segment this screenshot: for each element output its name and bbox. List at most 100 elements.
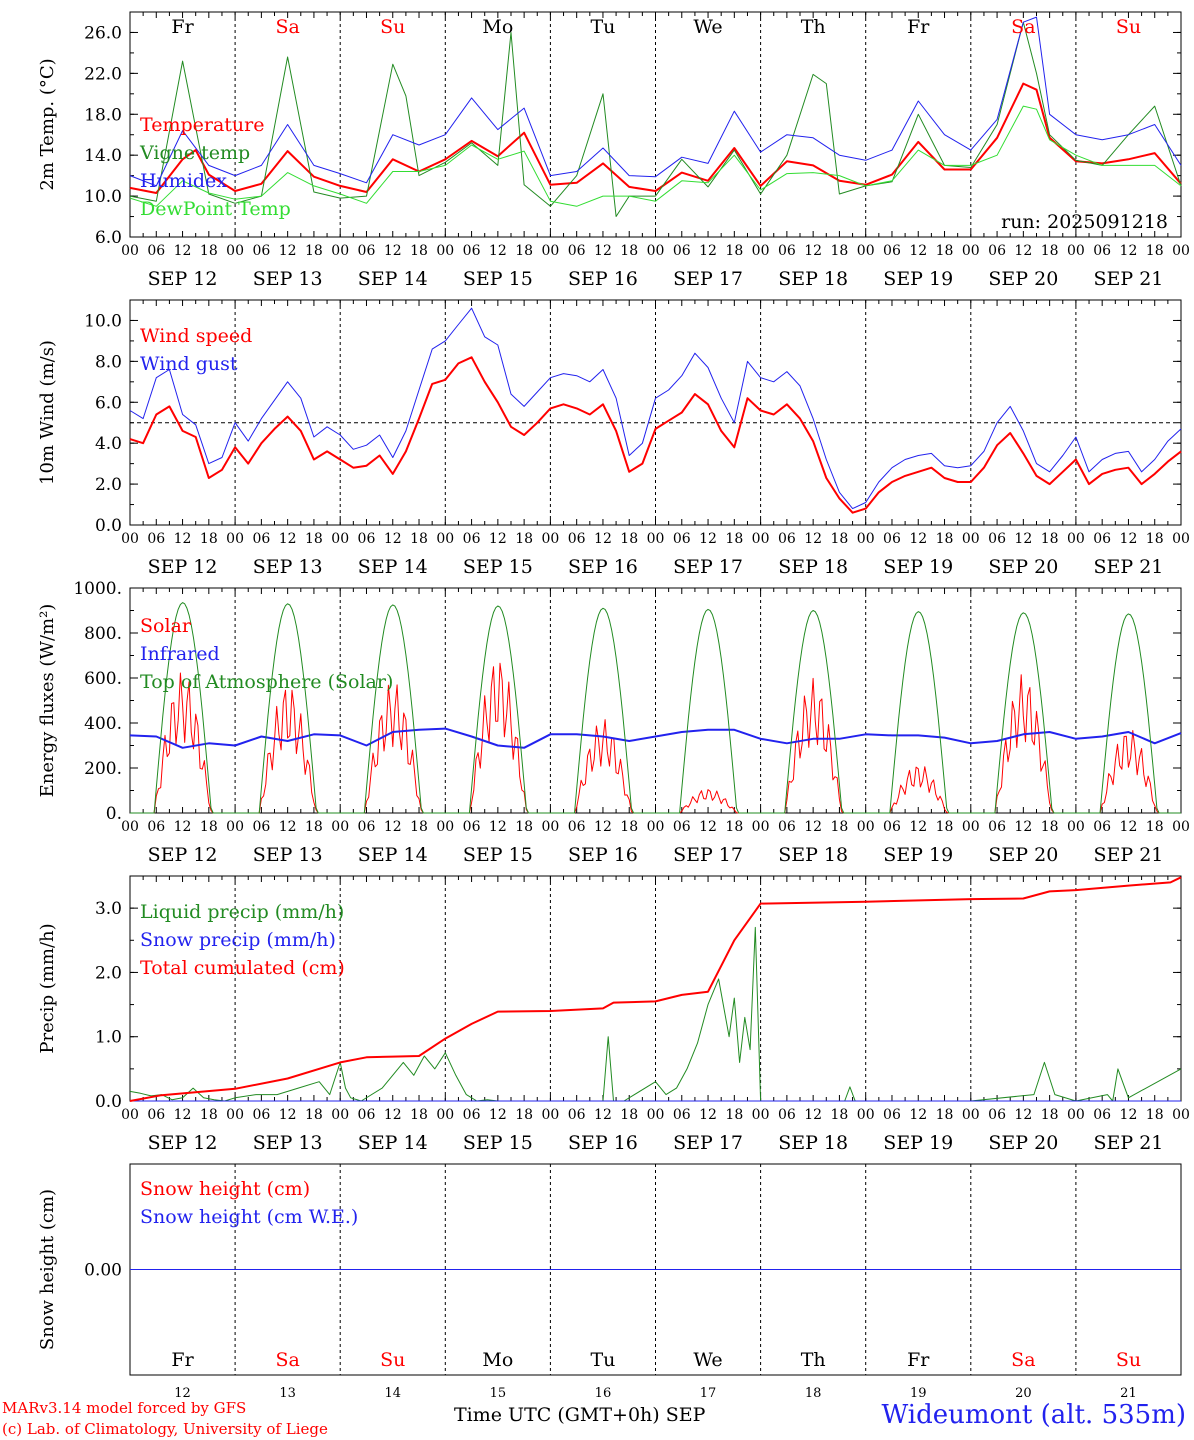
hour-tick-label: 18 [410, 243, 428, 259]
hour-tick-label: 18 [725, 1107, 743, 1123]
day-number-label: 16 [595, 1386, 612, 1401]
hour-tick-label: 00 [1172, 243, 1190, 259]
hour-tick-label: 18 [831, 243, 849, 259]
hour-tick-label: 12 [909, 819, 927, 835]
hour-tick-label: 12 [174, 819, 192, 835]
hour-tick-label: 00 [647, 531, 665, 547]
hour-tick-label: 06 [358, 243, 376, 259]
date-label: SEP 17 [673, 1132, 743, 1154]
weekday-label: Su [380, 1349, 405, 1371]
hour-tick-label: 18 [1041, 819, 1059, 835]
hour-tick-label: 18 [1146, 1107, 1164, 1123]
hour-tick-label: 06 [358, 1107, 376, 1123]
hour-tick-label: 00 [541, 243, 559, 259]
hour-tick-label: 06 [988, 1107, 1006, 1123]
ytick-label: 10.0 [84, 311, 122, 331]
hour-tick-label: 12 [699, 531, 717, 547]
hour-tick-label: 06 [568, 531, 586, 547]
hour-tick-label: 06 [988, 531, 1006, 547]
hour-tick-label: 06 [883, 819, 901, 835]
x-axis-title: Time UTC (GMT+0h) SEP [454, 1404, 706, 1426]
date-label: SEP 21 [1094, 844, 1164, 866]
date-label: SEP 20 [988, 268, 1058, 290]
weekday-label: Fr [907, 16, 930, 38]
hour-tick-label: 00 [226, 1107, 244, 1123]
hour-tick-label: 18 [1041, 243, 1059, 259]
hour-tick-label: 00 [541, 1107, 559, 1123]
hour-tick-label: 18 [725, 819, 743, 835]
date-label: SEP 13 [253, 556, 323, 578]
hour-tick-label: 06 [252, 243, 270, 259]
weekday-label: Mo [482, 1349, 513, 1371]
ytick-label: 10.0 [84, 187, 122, 207]
weekday-label: Su [380, 16, 405, 38]
hour-tick-label: 18 [515, 243, 533, 259]
hour-tick-label: 18 [410, 531, 428, 547]
hour-tick-label: 06 [1093, 819, 1111, 835]
series-line-temperature [129, 82, 1182, 194]
hour-tick-label: 18 [410, 819, 428, 835]
hour-tick-label: 06 [883, 1107, 901, 1123]
hour-tick-label: 00 [857, 531, 875, 547]
hour-tick-label: 18 [620, 1107, 638, 1123]
hour-tick-label: 12 [384, 531, 402, 547]
hour-tick-label: 00 [121, 819, 139, 835]
date-label: SEP 15 [463, 1132, 533, 1154]
date-label: SEP 16 [568, 844, 638, 866]
ytick-label: 600. [84, 669, 122, 689]
ytick-label: 200. [84, 759, 122, 779]
day-number-label: 17 [700, 1386, 717, 1401]
run-label: run: 2025091218 [1001, 211, 1168, 233]
hour-tick-label: 00 [962, 1107, 980, 1123]
hour-tick-label: 12 [1120, 819, 1138, 835]
hour-tick-label: 06 [568, 819, 586, 835]
panel-frame [129, 587, 1182, 814]
hour-tick-label: 06 [988, 819, 1006, 835]
weekday-label: Fr [907, 1349, 930, 1371]
hour-tick-label: 00 [857, 819, 875, 835]
hour-tick-label: 18 [305, 819, 323, 835]
hour-tick-label: 00 [1172, 1107, 1190, 1123]
hour-tick-label: 12 [174, 243, 192, 259]
hour-tick-label: 06 [1093, 243, 1111, 259]
hour-tick-label: 00 [962, 531, 980, 547]
hour-tick-label: 18 [200, 243, 218, 259]
ytick-label: 18.0 [84, 105, 122, 125]
weekday-label: Tu [590, 16, 615, 38]
ytick-label: 6.0 [95, 393, 122, 413]
hour-tick-label: 00 [752, 531, 770, 547]
hour-tick-label: 00 [1067, 243, 1085, 259]
hour-tick-label: 18 [200, 531, 218, 547]
hour-tick-label: 12 [1014, 819, 1032, 835]
weekday-label: We [693, 1349, 722, 1371]
date-label: SEP 19 [883, 1132, 953, 1154]
weekday-label: Sa [1011, 1349, 1035, 1371]
hour-tick-label: 18 [936, 531, 954, 547]
date-label: SEP 12 [148, 556, 218, 578]
hour-tick-label: 12 [1120, 531, 1138, 547]
hour-tick-label: 12 [804, 243, 822, 259]
weekday-label: Sa [1011, 16, 1035, 38]
hour-tick-label: 06 [778, 531, 796, 547]
hour-tick-label: 12 [489, 1107, 507, 1123]
day-number-label: 13 [279, 1386, 296, 1401]
legend-entry: Snow height (cm W.E.) [140, 1206, 358, 1228]
hour-tick-label: 18 [725, 531, 743, 547]
legend-entry: Total cumulated (cm) [140, 957, 345, 979]
ytick-label: 4.0 [95, 434, 122, 454]
date-label: SEP 18 [778, 844, 848, 866]
hour-tick-label: 06 [358, 819, 376, 835]
ytick-label: 6.0 [95, 228, 122, 248]
hour-tick-label: 06 [673, 819, 691, 835]
hour-tick-label: 00 [857, 1107, 875, 1123]
hour-tick-label: 18 [515, 819, 533, 835]
hour-tick-label: 12 [489, 819, 507, 835]
hour-tick-label: 06 [252, 819, 270, 835]
hour-tick-label: 00 [121, 531, 139, 547]
day-number-label: 18 [805, 1386, 822, 1401]
date-label: SEP 15 [463, 556, 533, 578]
hour-tick-label: 18 [620, 819, 638, 835]
hour-tick-label: 12 [279, 531, 297, 547]
hour-tick-label: 18 [515, 531, 533, 547]
ytick-label: 0.00 [84, 1261, 122, 1281]
